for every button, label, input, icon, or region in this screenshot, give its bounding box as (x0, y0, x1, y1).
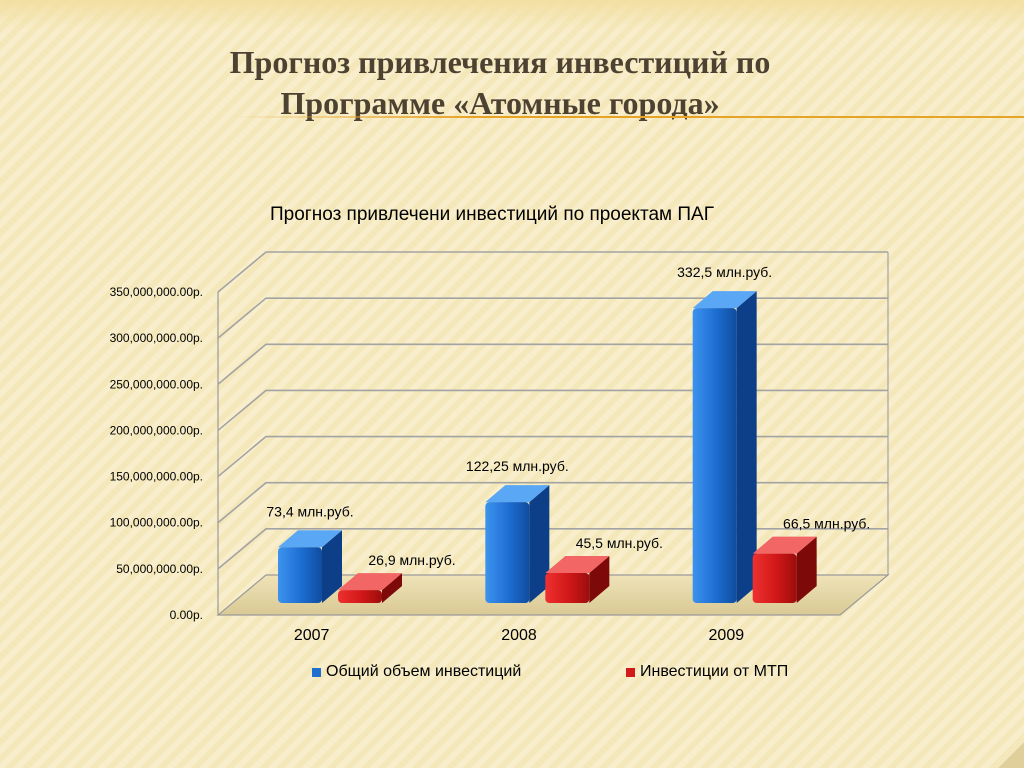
bar-mtp-2008 (545, 573, 590, 603)
data-label-total-2008: 122,25 млн.руб. (466, 458, 569, 474)
legend-label-total: Общий объем инвестиций (326, 663, 522, 680)
y-tick-label: 350,000,000.00р. (110, 285, 203, 299)
gridline (217, 251, 888, 293)
slide-title-line-2: Программе «Атомные города» (280, 85, 720, 121)
bar-side-total-2007 (322, 530, 342, 603)
y-tick-label: 200,000,000.00р. (110, 423, 203, 437)
bar-total-2009 (692, 308, 737, 603)
data-label-mtp-2009: 66,5 млн.руб. (783, 516, 870, 532)
gridline (217, 389, 888, 432)
slide-title: Прогноз привлечения инвестиций по Програ… (0, 42, 1000, 124)
x-tick-label-2008: 2008 (501, 627, 537, 644)
data-label-mtp-2007: 26,9 млн.руб. (368, 552, 455, 568)
slide-title-line-1: Прогноз привлечения инвестиций по (229, 44, 771, 80)
bar-top-total-2007 (278, 530, 342, 548)
title-underline (230, 116, 1024, 118)
x-tick-label-2007: 2007 (294, 627, 330, 644)
gridline (217, 297, 888, 339)
bar-side-mtp-2009 (796, 536, 817, 603)
y-tick-label: 100,000,000.00р. (110, 516, 203, 530)
gridline (217, 481, 888, 524)
chart-legend: Общий объем инвестиций Инвестиции от МТП (0, 663, 1024, 687)
legend-swatch-total (312, 667, 321, 677)
bar-side-mtp-2007 (382, 573, 402, 603)
data-label-total-2007: 73,4 млн.руб. (266, 503, 353, 519)
bar-mtp-2007 (338, 590, 382, 603)
y-tick-label: 250,000,000.00р. (110, 377, 203, 391)
bar-top-mtp-2007 (338, 573, 402, 591)
bar-total-2007 (278, 547, 322, 603)
data-label-total-2009: 332,5 млн.руб. (677, 264, 772, 280)
y-tick-label: 300,000,000.00р. (110, 331, 203, 345)
y-tick-label: 150,000,000.00р. (110, 470, 203, 484)
corner-arrow-icon (998, 742, 1024, 768)
gridline (217, 435, 888, 478)
legend-swatch-mtp (626, 667, 635, 677)
bar-top-mtp-2009 (752, 536, 817, 554)
bar-total-2008 (485, 502, 530, 603)
bar-top-total-2008 (485, 485, 550, 503)
bar-top-mtp-2008 (545, 556, 610, 574)
bar-mtp-2009 (752, 553, 797, 603)
y-tick-label: 0.00р. (170, 608, 203, 622)
y-tick-label: 50,000,000.00р. (116, 562, 203, 576)
bar-side-total-2008 (529, 485, 550, 603)
legend-label-mtp: Инвестиции от МТП (640, 663, 789, 680)
bar-side-total-2009 (736, 291, 757, 603)
chart-title: Прогноз привлечени инвестиций по проекта… (270, 204, 714, 225)
gridline (217, 528, 888, 570)
legend-item-total: Общий объем инвестиций (312, 663, 521, 681)
bar-side-mtp-2008 (589, 556, 610, 603)
top-decorative-band (0, 0, 1024, 30)
x-tick-label-2009: 2009 (709, 627, 745, 644)
bar-top-total-2009 (692, 291, 757, 309)
data-label-mtp-2008: 45,5 млн.руб. (576, 535, 663, 551)
gridline (217, 343, 888, 385)
legend-item-mtp: Инвестиции от МТП (626, 663, 788, 681)
